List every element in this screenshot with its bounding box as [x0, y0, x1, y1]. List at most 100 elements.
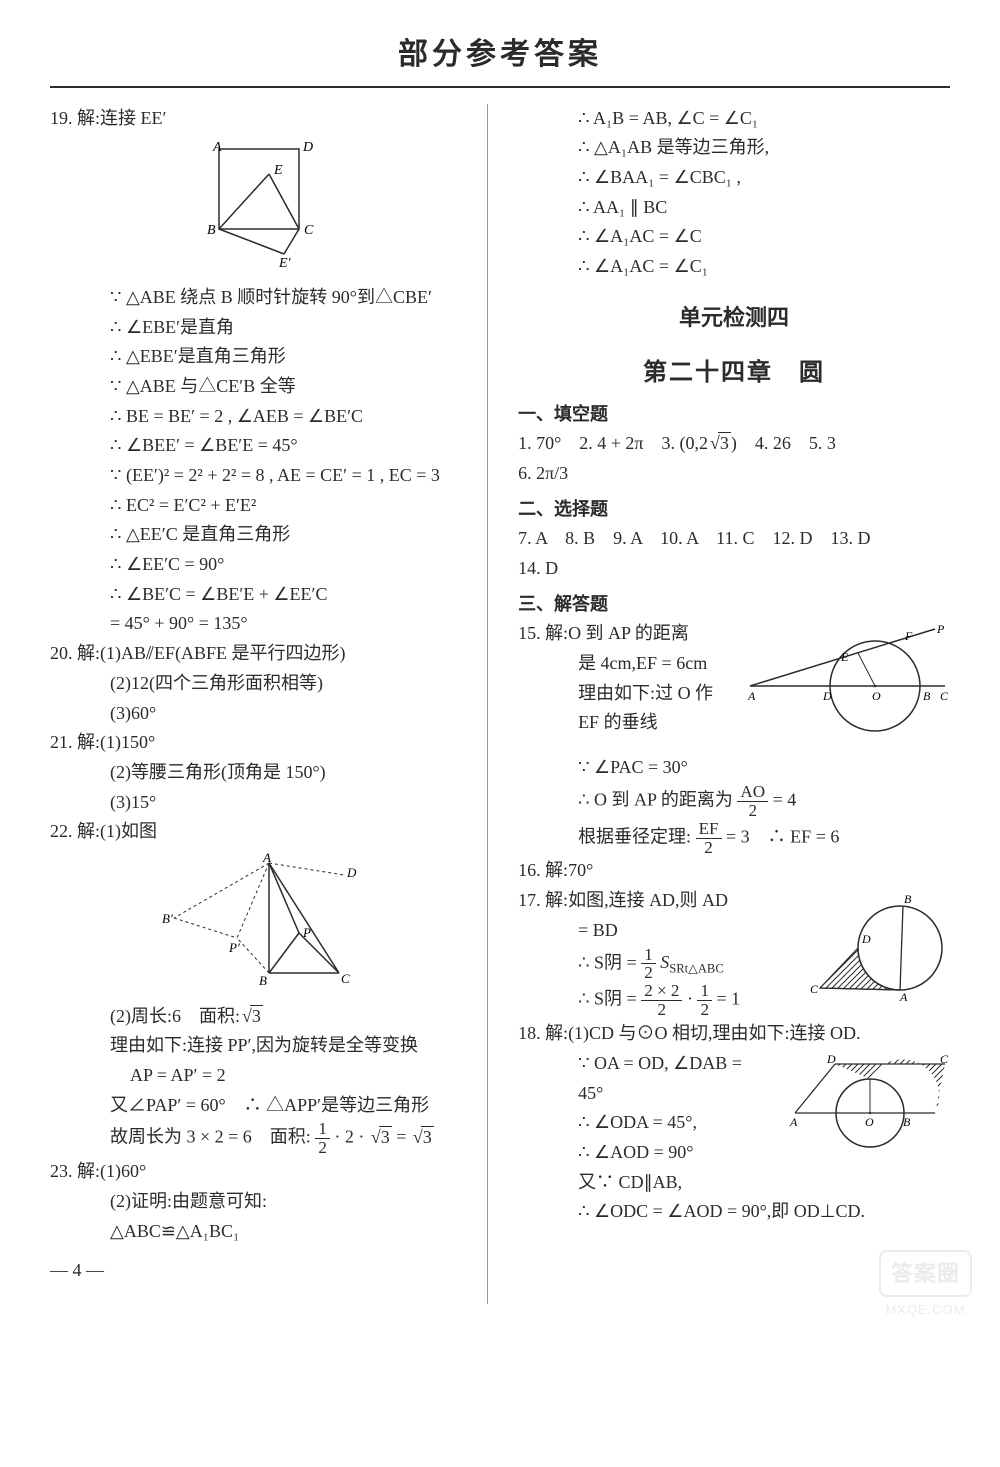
sec1-l1: 1. 70° 2. 4 + 2π 3. (0,23) 4. 26 5. 3	[518, 429, 950, 459]
q17-svg: A B C D	[800, 888, 950, 1003]
q15-l6a: ∴ O 到 AP 的距离为	[578, 789, 733, 809]
q17-frac-half: 12	[641, 946, 656, 983]
q22-l5: 又∠PAP′ = 60° ∴ △APP′是等边三角形	[50, 1091, 477, 1121]
q22-sqrt3-b: 3	[369, 1123, 392, 1153]
q17-frac-half-b: 12	[697, 982, 712, 1019]
q17-label-c: C	[810, 982, 819, 996]
q17-label-b: B	[904, 892, 912, 906]
sec2-l1: 7. A 8. B 9. A 10. A 11. C 12. D 13. D	[518, 524, 950, 554]
q22-frac-half: 12	[315, 1120, 330, 1157]
q19-label-d: D	[302, 140, 313, 155]
page: 部分参考答案 19. 解:连接 EE′ A D B C	[0, 0, 1000, 1334]
q15-label-c: C	[940, 689, 949, 703]
q20-p2: (2)12(四个三角形面积相等)	[50, 669, 477, 699]
q18-line1: 18. 解:(1)CD 与⊙O 相切,理由如下:连接 OD.	[518, 1019, 950, 1049]
sec1-l2: 6. 2π/3	[518, 459, 950, 489]
q15-label-e: E	[840, 650, 849, 664]
q23c-l4: ∴ AA₁ ∥ BC	[518, 193, 950, 223]
watermark-url: MXQE.COM	[879, 1299, 972, 1320]
q23-line1: 23. 解:(1)60°	[50, 1157, 477, 1187]
left-column: 19. 解:连接 EE′ A D B C E E′ ∵ △ABE	[50, 104, 488, 1305]
q15-svg: A B C D O E F P	[745, 621, 950, 741]
q22-l4: AP = AP′ = 2	[50, 1061, 477, 1091]
q20-lead: 解:	[77, 643, 100, 663]
q20-number: 20.	[50, 643, 73, 663]
q19-l12: = 45° + 90° = 135°	[50, 609, 477, 639]
q15-l7: 根据垂径定理: EF2 = 3 ∴ EF = 6	[518, 820, 950, 857]
q19-svg: A D B C E E′	[189, 139, 339, 269]
q20-p1: (1)AB⫽EF(ABFE 是平行四边形)	[100, 643, 346, 663]
q22-label-p: P	[302, 925, 311, 940]
q22-figure: A B C D P P′ B′	[50, 853, 477, 998]
q19-l6: ∴ ∠BEE′ = ∠BE′E = 45°	[50, 431, 477, 461]
q22-number: 22.	[50, 821, 73, 841]
q18-label-o: O	[865, 1115, 874, 1129]
q22-l6: 故周长为 3 × 2 = 6 面积: 12 · 2 · 3 = 3	[50, 1120, 477, 1157]
q15-l6b: = 4	[773, 789, 797, 809]
q17-l3a: ∴ S阴 =	[578, 952, 641, 972]
q17-l4c: = 1	[717, 989, 741, 1009]
q17-number: 17.	[518, 890, 541, 910]
q23c-l6: ∴ ∠A₁AC = ∠C₁	[518, 252, 950, 282]
q18-figure: A B C D O	[775, 1051, 950, 1161]
q22-p2: (2)周长:6 面积:3	[50, 1002, 477, 1032]
q15-lead: 解:O 到 AP 的距离	[545, 623, 689, 643]
unit-head2: 第二十四章 圆	[518, 354, 950, 394]
q19-l3: ∴ △EBE′是直角三角形	[50, 342, 477, 372]
q22-label-b: B	[259, 973, 267, 988]
q19-label-a: A	[212, 140, 222, 155]
q22-l1: 解:(1)如图	[77, 821, 157, 841]
q19-l4: ∵ △ABE 与△CE′B 全等	[50, 372, 477, 402]
q15-label-b: B	[923, 689, 931, 703]
q22-svg: A B C D P P′ B′	[159, 853, 369, 988]
q22-line1: 22. 解:(1)如图	[50, 817, 477, 847]
q19-label-eprime: E′	[278, 256, 292, 269]
q19-l11: ∴ ∠BE′C = ∠BE′E + ∠EE′C	[50, 580, 477, 610]
q23-number: 23.	[50, 1161, 73, 1181]
q22-label-d: D	[346, 865, 357, 880]
q18-l5: 又∵ CD∥AB,	[518, 1168, 950, 1198]
sec2-l2: 14. D	[518, 554, 950, 584]
q19-l7: ∵ (EE′)² = 2² + 2² = 8 , AE = CE′ = 1 , …	[50, 461, 477, 491]
q23-l1: 解:(1)60°	[77, 1161, 146, 1181]
q18-number: 18.	[518, 1023, 541, 1043]
main-title: 部分参考答案	[50, 30, 950, 88]
watermark: 答案圈 MXQE.COM	[879, 1250, 972, 1320]
sec1-head: 一、填空题	[518, 400, 950, 430]
unit-head1: 单元检测四	[518, 300, 950, 336]
right-column: ∴ A₁B = AB, ∠C = ∠C₁ ∴ △A₁AB 是等边三角形, ∴ ∠…	[512, 104, 950, 1305]
watermark-box: 答案圈	[879, 1250, 972, 1296]
q15-l7a: 根据垂径定理:	[578, 826, 691, 846]
q20-line1: 20. 解:(1)AB⫽EF(ABFE 是平行四边形)	[50, 639, 477, 669]
q19-number: 19.	[50, 108, 73, 128]
q15-label-d: D	[822, 689, 832, 703]
q15-label-f: F	[904, 629, 913, 643]
q17-label-d: D	[861, 932, 871, 946]
q17-l4b: ·	[687, 989, 698, 1009]
q15-frac-ao2: AO2	[737, 783, 768, 820]
q22-label-c: C	[341, 971, 350, 986]
q19-l8: ∴ EC² = E′C² + E′E²	[50, 491, 477, 521]
q23c-l3: ∴ ∠BAA₁ = ∠CBC₁ ,	[518, 163, 950, 193]
q21-line1: 21. 解:(1)150°	[50, 728, 477, 758]
q18-label-d: D	[826, 1052, 836, 1066]
q17-frac-2x2: 2 × 22	[641, 982, 682, 1019]
sec1-l1b: ) 4. 26 5. 3	[731, 433, 836, 453]
q17-label-a: A	[899, 990, 908, 1003]
two-column-layout: 19. 解:连接 EE′ A D B C E E′ ∵ △ABE	[50, 104, 950, 1305]
q19-line1: 19. 解:连接 EE′	[50, 104, 477, 134]
q22-l3: 理由如下:连接 PP′,因为旋转是全等变换	[50, 1031, 477, 1061]
q17-l3b: SSRt△ABC	[660, 952, 723, 972]
sec2-head: 二、选择题	[518, 495, 950, 525]
q18-label-c: C	[940, 1052, 949, 1066]
q19-figure: A D B C E E′	[50, 139, 477, 279]
q15-figure: A B C D O E F P	[745, 621, 950, 751]
q22-l6c: =	[392, 1127, 411, 1147]
page-number: — 4 —	[50, 1256, 477, 1286]
q21-p1: (1)150°	[100, 732, 155, 752]
sec1-sqrt3: 3	[708, 429, 731, 459]
q19-label-e: E	[273, 163, 283, 178]
q19-label-b: B	[207, 223, 216, 238]
sec1-l1a: 1. 70° 2. 4 + 2π 3. (0,2	[518, 433, 708, 453]
q20-p3: (3)60°	[50, 699, 477, 729]
